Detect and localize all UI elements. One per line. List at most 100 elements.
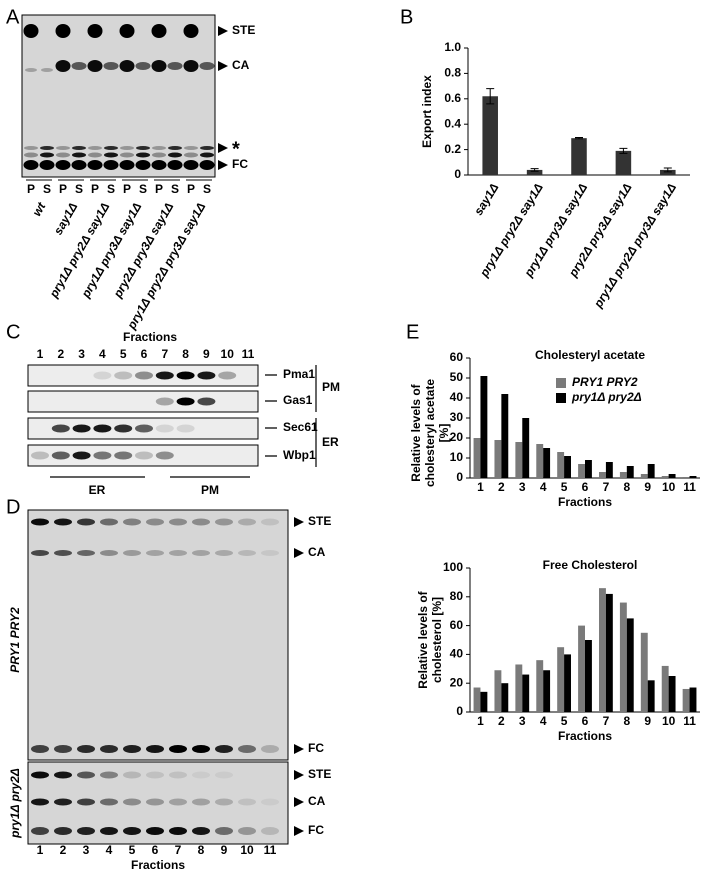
bar	[682, 688, 690, 712]
y-tick-label: 40	[450, 390, 464, 404]
x-tick-label: 7	[603, 480, 610, 494]
bar	[640, 632, 648, 712]
y-tick-label: 50	[450, 370, 464, 384]
band	[54, 798, 72, 806]
band	[215, 771, 233, 779]
x-tick-label: pry1Δ pry2Δ pry3Δ say1Δ	[591, 181, 680, 311]
band	[197, 397, 216, 406]
band	[72, 152, 86, 158]
x-tick-label: 11	[683, 714, 696, 728]
band	[56, 152, 70, 158]
band-label: FC	[232, 157, 248, 171]
error-bar	[619, 147, 628, 154]
bar	[668, 474, 676, 478]
band	[135, 371, 153, 380]
band	[71, 160, 87, 170]
y-tick-label: 60	[450, 618, 464, 632]
bar	[647, 680, 655, 712]
band	[119, 160, 135, 170]
x-tick-label: 1	[477, 714, 484, 728]
band	[100, 771, 118, 779]
x-tick-label: 4	[540, 480, 547, 494]
bar	[494, 440, 502, 478]
band	[135, 424, 153, 433]
fraction-number: 7	[161, 347, 168, 361]
strain-label: PRY1 PRY2	[8, 607, 22, 673]
band	[87, 60, 103, 72]
bar	[543, 448, 551, 478]
bar	[647, 464, 655, 478]
bar	[689, 476, 697, 478]
band	[238, 518, 256, 526]
x-tick-label: 6	[582, 714, 589, 728]
protein-label: Wbp1	[283, 448, 316, 462]
band	[168, 146, 182, 150]
fraction-label: P	[91, 182, 99, 196]
x-tick-label: 2	[498, 714, 505, 728]
band	[55, 24, 71, 38]
legend-label: pry1Δ pry2Δ	[571, 390, 642, 404]
band	[200, 152, 214, 158]
band	[176, 397, 195, 406]
band	[192, 827, 210, 835]
band	[24, 152, 38, 158]
band	[151, 24, 167, 38]
fraction-number: 9	[221, 843, 228, 857]
band	[51, 451, 70, 460]
band	[71, 62, 87, 70]
y-tick-label: 0.4	[444, 116, 461, 130]
x-axis-label: Fractions	[558, 495, 612, 509]
x-label: Fractions	[131, 858, 185, 872]
blot	[27, 390, 259, 413]
band	[31, 798, 49, 806]
fraction-number: 2	[57, 347, 64, 361]
protein-label: Gas1	[283, 393, 313, 407]
band	[168, 152, 182, 158]
x-tick-label: 2	[498, 480, 505, 494]
bar	[564, 654, 571, 712]
bar	[536, 444, 544, 478]
bar	[626, 466, 634, 478]
fraction-number: 5	[129, 843, 136, 857]
legend-swatch	[556, 378, 566, 388]
band	[192, 550, 210, 556]
chart-title: Cholesteryl acetate	[535, 348, 645, 362]
band	[123, 550, 141, 556]
band	[135, 160, 151, 170]
band	[100, 550, 118, 556]
fraction-label: S	[75, 182, 83, 196]
band	[151, 160, 167, 170]
band	[261, 550, 279, 556]
band	[155, 371, 174, 380]
bar	[480, 376, 488, 478]
bar	[557, 647, 565, 712]
x-tick-label: 5	[561, 714, 568, 728]
fraction-label: S	[203, 182, 211, 196]
bar	[501, 394, 509, 478]
fraction-label: P	[155, 182, 163, 196]
band	[199, 62, 215, 70]
fraction-number: 4	[106, 843, 113, 857]
x-axis-label: Fractions	[558, 729, 612, 743]
fraction-number: 5	[120, 347, 127, 361]
arrows	[294, 517, 304, 836]
bar	[605, 593, 613, 712]
band	[56, 146, 70, 150]
fraction-label: P	[27, 182, 35, 196]
band	[103, 62, 119, 70]
protein-label: Sec61	[283, 420, 318, 434]
band	[192, 798, 210, 806]
band	[77, 798, 95, 806]
band	[176, 371, 195, 380]
band-label: STE	[308, 767, 331, 781]
band	[135, 62, 151, 70]
band	[151, 60, 167, 72]
band	[261, 798, 279, 806]
x-tick-label: 10	[662, 714, 676, 728]
band	[72, 146, 86, 150]
band	[184, 152, 198, 158]
band	[114, 451, 133, 460]
panel-label: E	[406, 321, 419, 343]
band	[123, 745, 141, 753]
band	[55, 60, 71, 72]
